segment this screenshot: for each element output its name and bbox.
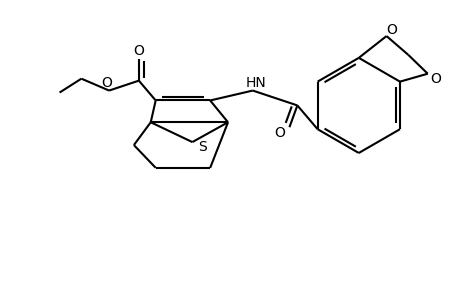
Text: O: O [274, 126, 285, 140]
Text: HN: HN [245, 76, 266, 90]
Text: S: S [197, 140, 206, 154]
Text: O: O [429, 72, 440, 86]
Text: O: O [101, 76, 112, 90]
Text: O: O [133, 44, 144, 58]
Text: O: O [385, 23, 396, 37]
